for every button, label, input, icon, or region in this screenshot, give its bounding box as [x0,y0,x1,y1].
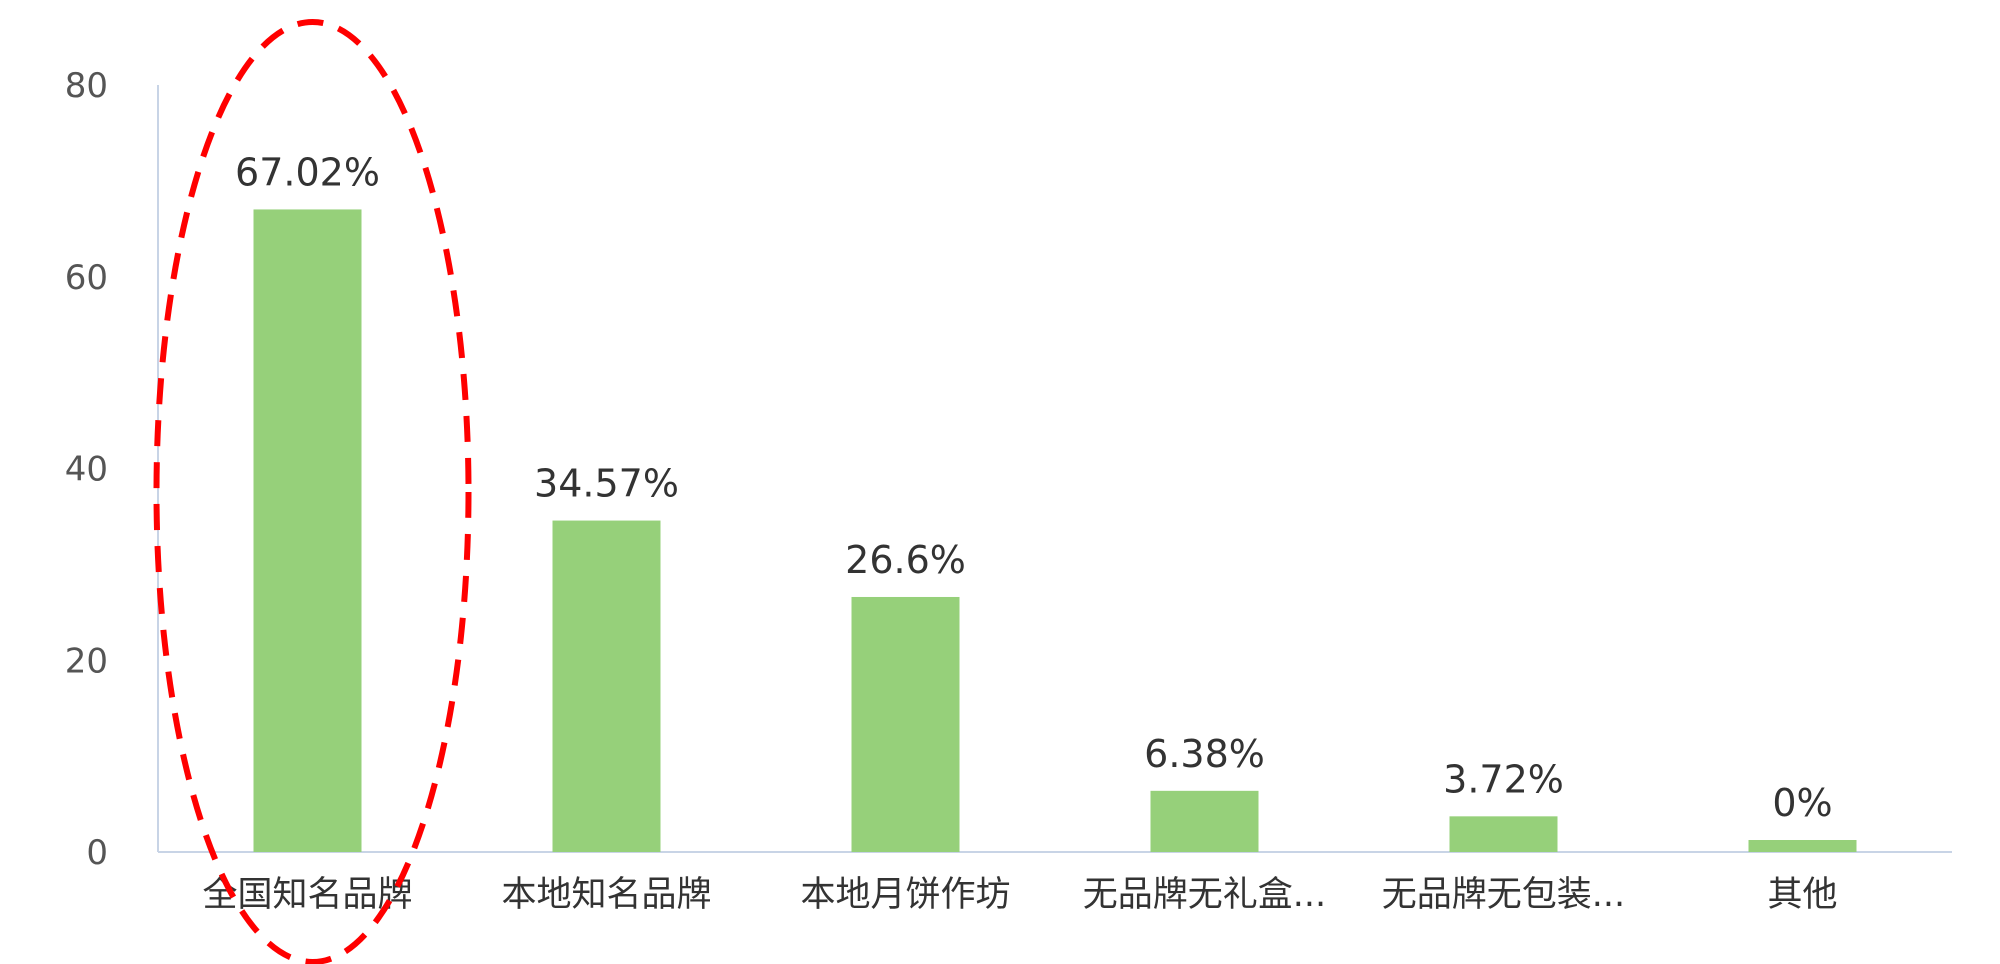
category-label: 本地月饼作坊 [800,875,1010,915]
bar [851,596,960,852]
data-label: 67.02% [235,150,380,194]
y-tick-label: 40 [65,450,108,490]
category-label: 无品牌无包装... [1382,875,1625,915]
category-label: 本地知名品牌 [501,875,711,915]
category-label: 其他 [1767,875,1837,915]
y-tick-label: 60 [65,258,108,298]
data-label: 0% [1772,781,1832,825]
annotations [153,19,472,964]
y-tick-label: 0 [86,833,108,873]
y-tick-label: 80 [65,66,108,106]
y-tick-label: 20 [65,641,108,681]
bar [253,209,362,853]
bar [1449,816,1558,852]
data-label: 26.6% [845,538,966,582]
data-label: 6.38% [1144,732,1265,776]
bar-baseline-stub [1748,840,1857,852]
category-label: 无品牌无礼盒... [1083,875,1326,915]
data-label: 34.57% [534,462,679,506]
data-label: 3.72% [1443,757,1564,801]
category-label: 全国知名品牌 [202,875,412,915]
y-axis: 0 20 40 60 80 [65,66,159,873]
bar [1150,790,1259,852]
bar [552,520,661,852]
bars [253,209,1857,853]
category-labels: 全国知名品牌 本地知名品牌 本地月饼作坊 无品牌无礼盒... 无品牌无包装... 其他 [202,875,1837,915]
data-labels: 67.02% 34.57% 26.6% 6.38% 3.72% 0% [235,150,1833,825]
highlight-ellipse [153,19,472,964]
